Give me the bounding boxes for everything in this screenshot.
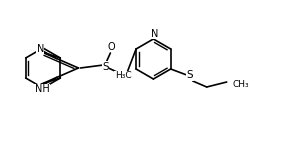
Text: N: N [37, 44, 44, 54]
Text: H₃C: H₃C [115, 72, 131, 81]
Text: S: S [102, 62, 109, 72]
Text: NH: NH [35, 84, 50, 94]
Text: S: S [187, 70, 193, 80]
Text: O: O [108, 42, 115, 52]
Text: N: N [151, 29, 158, 39]
Text: CH₃: CH₃ [233, 80, 249, 89]
